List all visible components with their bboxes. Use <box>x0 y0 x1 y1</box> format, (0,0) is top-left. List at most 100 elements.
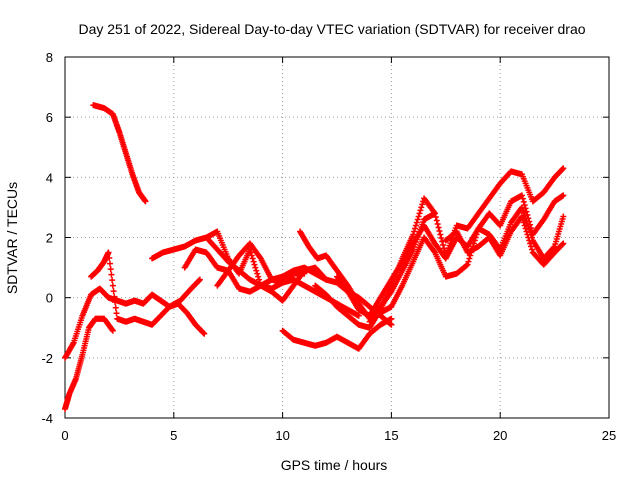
grid <box>65 57 609 418</box>
x-tick-label: 15 <box>384 428 398 443</box>
data-point <box>522 225 529 232</box>
data-point <box>528 246 535 253</box>
data-point <box>463 262 470 269</box>
data-point <box>142 198 149 205</box>
data-point <box>471 237 478 244</box>
data-point <box>105 249 112 256</box>
data-point <box>526 237 533 244</box>
data-point <box>521 222 528 229</box>
data-point <box>247 249 254 256</box>
data-point <box>519 216 526 223</box>
data-point <box>519 195 526 202</box>
data-point <box>417 207 424 214</box>
series-track-14 <box>442 213 567 268</box>
x-tick-label: 5 <box>170 428 177 443</box>
data-point <box>109 282 116 289</box>
x-tick-label: 0 <box>61 428 68 443</box>
data-point <box>413 219 420 226</box>
data-point <box>251 261 258 268</box>
axis-ticks: 0 5 10 15 20 25 -4 -2 0 2 4 6 8 <box>41 50 616 443</box>
data-points <box>62 102 567 412</box>
data-point <box>466 255 473 262</box>
data-point <box>520 219 527 226</box>
data-point <box>109 277 116 284</box>
data-point <box>464 261 471 268</box>
data-point <box>472 234 479 241</box>
data-point <box>411 225 418 232</box>
series-track-13 <box>366 204 567 325</box>
data-point <box>518 213 525 220</box>
data-point <box>560 240 567 247</box>
data-point <box>249 255 256 262</box>
data-point <box>254 270 261 277</box>
data-point <box>473 231 480 238</box>
y-axis-label: SDTVAR / TECUs <box>4 182 20 294</box>
data-point <box>414 216 421 223</box>
data-point <box>246 246 253 253</box>
data-point <box>253 267 260 274</box>
data-point <box>256 276 263 283</box>
x-tick-label: 20 <box>493 428 507 443</box>
data-point <box>470 240 477 247</box>
data-point <box>523 228 530 235</box>
y-tick-label: 6 <box>46 110 53 125</box>
data-point <box>107 266 114 273</box>
y-tick-label: 4 <box>46 170 53 185</box>
data-point <box>550 244 557 251</box>
data-point <box>110 288 117 295</box>
data-point <box>112 304 119 311</box>
y-tick-label: 2 <box>46 231 53 246</box>
data-point <box>113 310 120 317</box>
data-point <box>434 220 441 227</box>
data-point <box>560 192 567 199</box>
data-point <box>108 271 115 278</box>
data-point <box>412 222 419 229</box>
y-tick-label: -2 <box>41 351 53 366</box>
data-point <box>411 228 418 235</box>
data-point <box>248 252 255 259</box>
data-point <box>432 213 439 220</box>
data-point <box>106 255 113 262</box>
data-point <box>196 276 203 283</box>
data-point <box>416 210 423 217</box>
y-tick-label: -4 <box>41 411 53 426</box>
data-point <box>106 260 113 267</box>
series-track-12 <box>334 192 567 319</box>
series-track-9 <box>279 315 395 352</box>
data-point <box>439 238 446 245</box>
series-track-3 <box>62 285 208 361</box>
data-point <box>437 231 444 238</box>
data-point <box>433 217 440 224</box>
data-point <box>465 258 472 265</box>
data-point <box>518 204 525 211</box>
series-track-8 <box>214 264 395 328</box>
data-point <box>419 201 426 208</box>
data-point <box>255 273 262 280</box>
series-track-4 <box>88 249 203 328</box>
data-point <box>431 210 438 217</box>
data-point <box>109 327 116 334</box>
x-tick-label: 10 <box>275 428 289 443</box>
data-point <box>560 213 567 220</box>
data-point <box>252 264 259 271</box>
data-point <box>388 321 395 328</box>
data-point <box>111 293 118 300</box>
data-point <box>520 198 527 205</box>
data-point <box>418 204 425 211</box>
x-tick-label: 25 <box>602 428 616 443</box>
data-point <box>528 243 535 250</box>
data-point <box>435 224 442 231</box>
y-tick-label: 8 <box>46 50 53 65</box>
series-track-11 <box>312 165 567 331</box>
data-point <box>519 207 526 214</box>
series-track-2 <box>62 315 116 412</box>
data-point <box>410 231 417 238</box>
data-point <box>112 299 119 306</box>
data-point <box>524 231 531 238</box>
x-axis-label: GPS time / hours <box>281 457 388 473</box>
data-point <box>436 227 443 234</box>
data-point <box>440 242 447 249</box>
data-point <box>250 258 257 265</box>
chart-title: Day 251 of 2022, Sidereal Day-to-day VTE… <box>78 21 585 37</box>
